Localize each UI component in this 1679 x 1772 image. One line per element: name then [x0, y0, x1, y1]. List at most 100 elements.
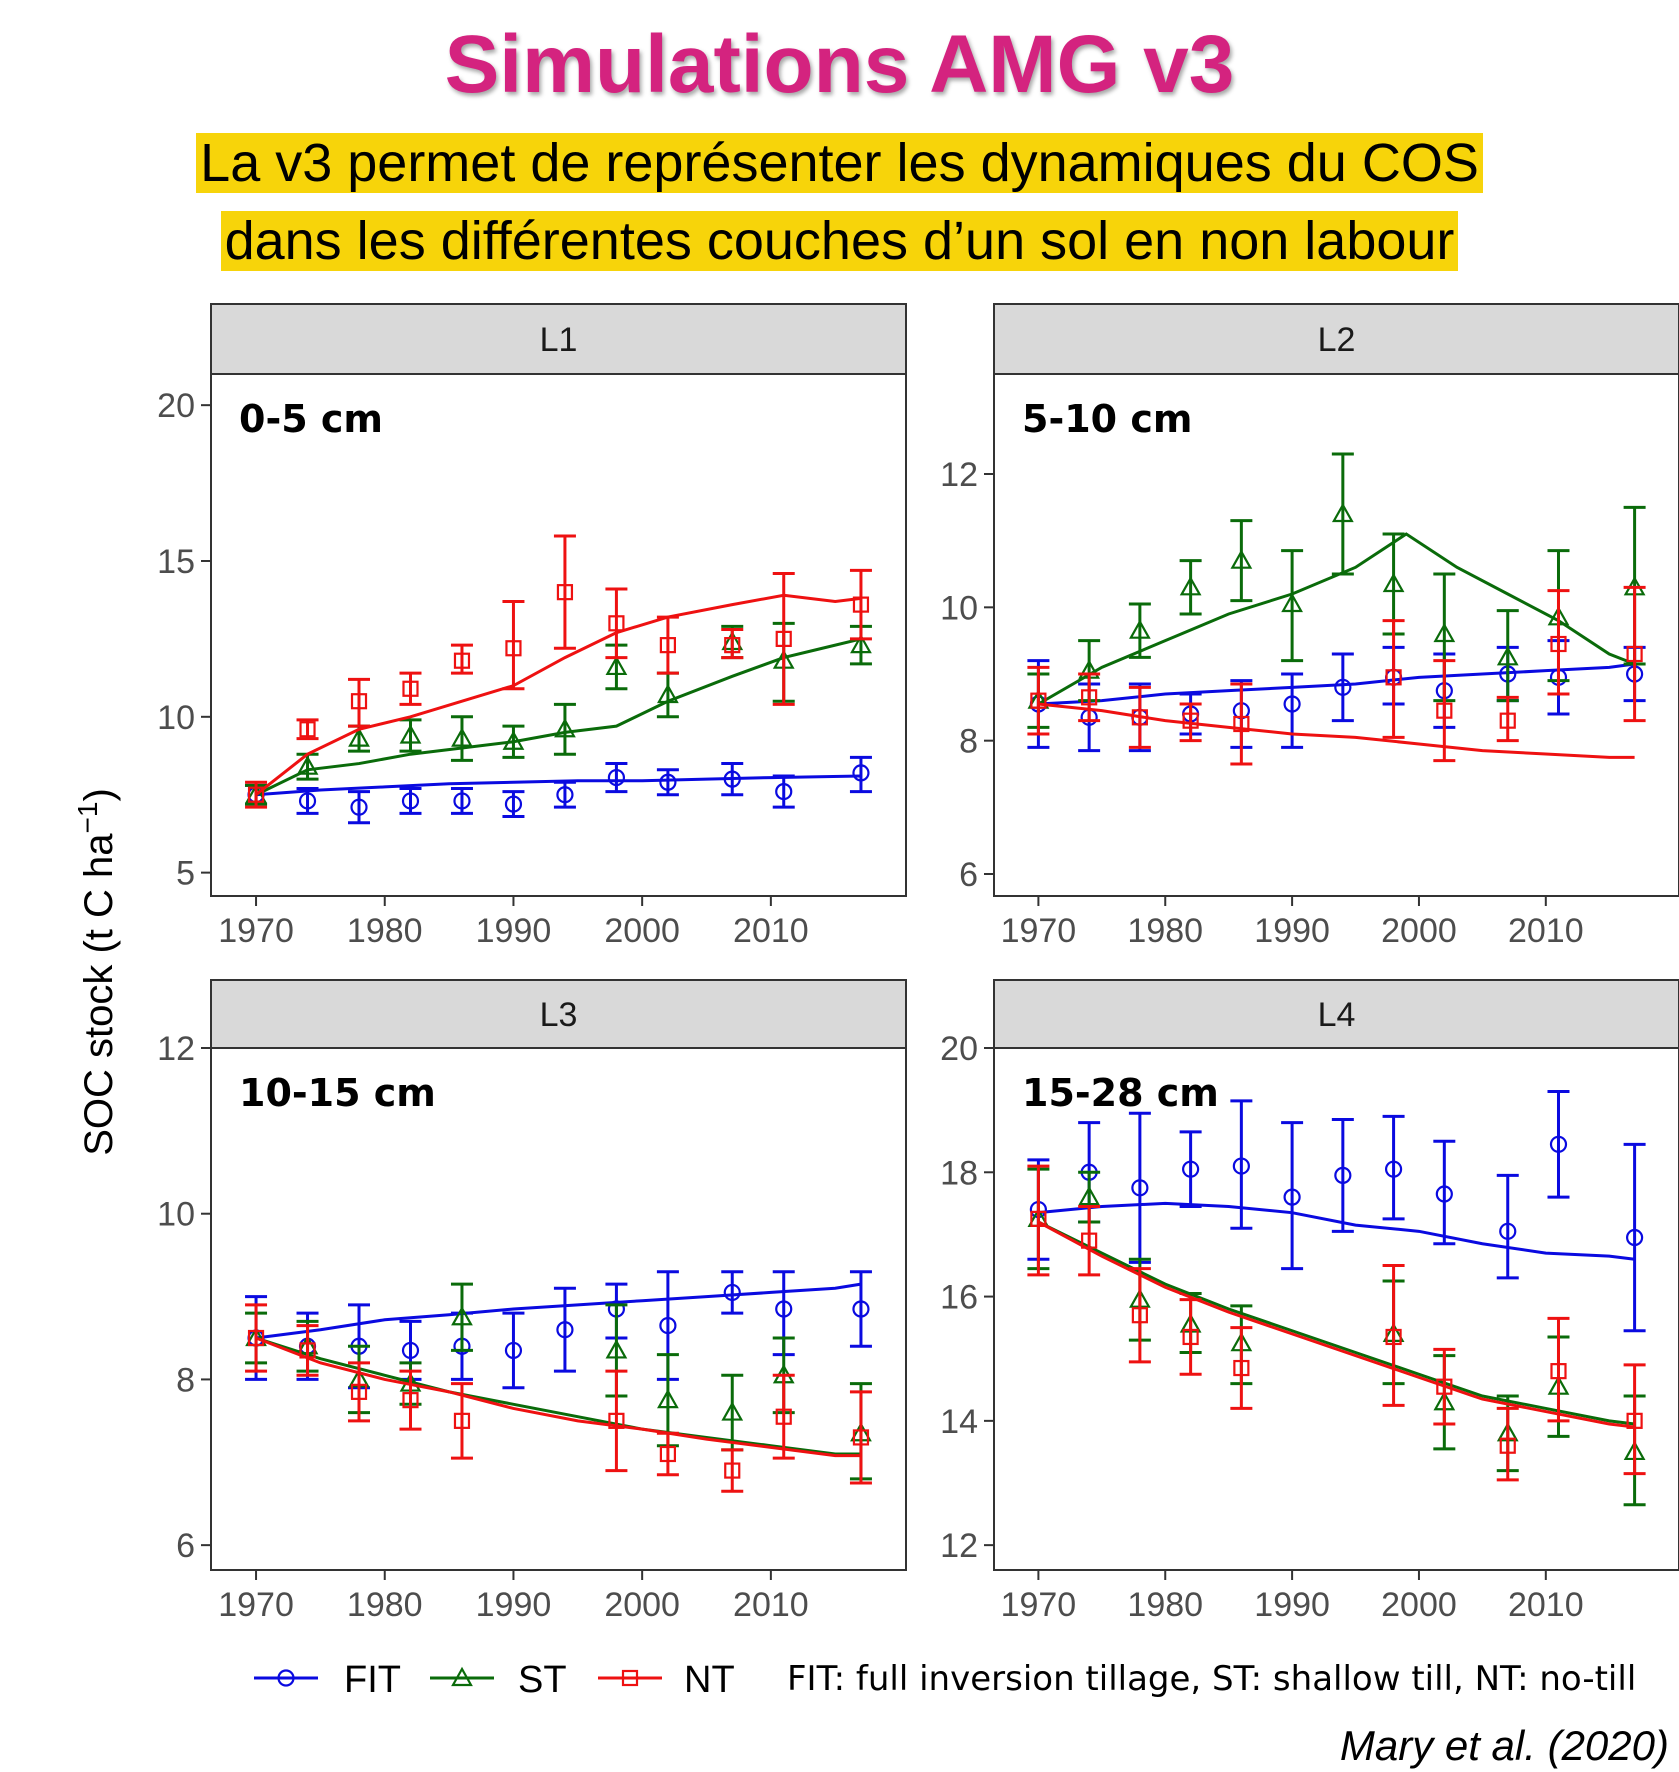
legend: FIT ST NT FIT: full inversion tillage, ST: … [254, 1659, 1636, 1701]
observed-point-FIT [659, 773, 677, 791]
x-tick-label: 2010 [1508, 1586, 1584, 1624]
observed-point-NT [1499, 1437, 1516, 1454]
observed-point-NT [724, 1462, 741, 1479]
plot-area [245, 534, 872, 825]
x-tick-label: 1970 [218, 1586, 294, 1624]
observed-point-ST [1433, 622, 1456, 643]
panel-L2: L2 6 8 10 12 1970 1980 1990 2000 2010 5-10 cm [940, 303, 1679, 950]
observed-point-FIT [1549, 1135, 1568, 1153]
y-tick-label: 8 [176, 1361, 195, 1399]
observed-point-ST [1230, 549, 1253, 569]
observed-point-FIT [775, 782, 793, 801]
legend-item-FIT: FIT [254, 1659, 401, 1701]
x-tick-label: 1990 [476, 1586, 552, 1624]
y-tick-label: 20 [940, 1030, 978, 1068]
x-tick-label: 1970 [1001, 1586, 1077, 1624]
x-tick-label: 2000 [604, 912, 680, 950]
observed-point-ST [502, 730, 525, 750]
observed-point-FIT [401, 1341, 420, 1360]
observed-point-NT [659, 637, 676, 654]
observed-point-NT [505, 640, 522, 657]
observed-point-FIT [504, 1341, 523, 1360]
observed-point-NT [659, 1445, 676, 1463]
facet-strip [993, 979, 1679, 1049]
plot-area [1027, 1090, 1646, 1507]
observed-point-ST [1078, 1185, 1101, 1206]
facet-strip-label: L4 [1318, 996, 1356, 1034]
observed-point-FIT [607, 768, 626, 787]
legend-label: FIT [344, 1659, 401, 1701]
observed-point-FIT [852, 764, 870, 782]
series-FIT [1027, 1090, 1646, 1333]
panel-L1: L1 5 10 15 20 1970 1980 1990 2000 2010 0-5 cm [157, 303, 907, 950]
x-tick-label: 1980 [347, 1586, 423, 1624]
legend-label: NT [684, 1659, 735, 1701]
observed-point-NT [1436, 1378, 1453, 1395]
simulated-line-NT [1037, 1220, 1635, 1429]
observed-point-FIT [556, 786, 574, 804]
observed-point-FIT [1232, 1157, 1250, 1175]
y-tick-label: 16 [940, 1279, 978, 1317]
observed-point-ST [657, 1388, 679, 1409]
observed-point-FIT [852, 1300, 870, 1318]
simulated-line-ST [1037, 532, 1636, 706]
observed-point-ST [554, 718, 576, 738]
x-tick-label: 2000 [604, 1586, 680, 1624]
legend-abbreviation-note: FIT: full inversion tillage, ST: shallow… [787, 1659, 1636, 1699]
facet-strip-label: L3 [540, 996, 578, 1034]
x-tick-label: 1980 [1127, 912, 1203, 950]
observed-point-ST [348, 727, 370, 747]
observed-point-ST [1496, 646, 1519, 666]
observed-point-FIT [1499, 1222, 1517, 1240]
series-NT [245, 534, 872, 809]
series-NT [1027, 585, 1646, 766]
series-NT [245, 1303, 872, 1493]
observed-point-NT [1385, 669, 1402, 686]
observed-point-NT [1550, 1363, 1567, 1380]
y-tick-label: 6 [176, 1527, 195, 1565]
plot-area [245, 1270, 872, 1493]
facet-strip [993, 303, 1679, 375]
observed-point-ST [1281, 592, 1303, 613]
depth-label: 5-10 cm [1022, 397, 1192, 441]
y-tick-label: 14 [940, 1403, 978, 1441]
plot-panel [993, 1047, 1679, 1571]
simulated-line-NT [255, 1336, 861, 1458]
y-tick-label: 6 [959, 856, 978, 894]
x-tick-label: 1990 [476, 912, 552, 950]
observed-point-FIT [723, 1283, 741, 1302]
x-tick-label: 2010 [1508, 912, 1584, 950]
legend-item-NT: NT [598, 1659, 735, 1701]
observed-point-ST [1331, 502, 1354, 523]
observed-point-NT [1131, 1307, 1148, 1324]
observed-point-ST [1382, 572, 1405, 593]
depth-label: 15-28 cm [1022, 1071, 1219, 1115]
observed-point-FIT [1283, 1188, 1301, 1206]
x-tick-label: 1990 [1254, 912, 1330, 950]
x-tick-label: 1970 [218, 912, 294, 950]
observed-point-FIT [775, 1300, 793, 1318]
observed-point-NT [1626, 645, 1643, 663]
y-axis-label-exponent: −1 [72, 802, 103, 834]
observed-point-NT [1030, 692, 1047, 709]
observed-point-ST [1128, 619, 1151, 639]
observed-point-NT [1550, 635, 1567, 653]
observed-point-NT [299, 1342, 316, 1359]
simulated-line-FIT [1038, 1201, 1635, 1261]
x-tick-label: 2010 [733, 912, 809, 950]
subtitle-line-1: La v3 permet de représenter les dynamiqu… [0, 132, 1679, 194]
y-tick-label: 5 [176, 855, 195, 893]
observed-point-ST [296, 755, 319, 775]
observed-point-ST [1179, 576, 1202, 596]
simulated-line-FIT [255, 1282, 862, 1340]
observed-point-NT [775, 1408, 792, 1425]
y-tick-label: 12 [940, 456, 978, 494]
observed-point-FIT [1384, 1160, 1403, 1178]
observed-point-NT [1436, 702, 1453, 719]
panel-L4: L4 12 14 16 18 20 1970 1980 1990 2000 2010 15-28 cm [940, 979, 1679, 1624]
subtitle-line-2: dans les différentes couches d’un sol en… [0, 210, 1679, 272]
observed-point-FIT [556, 1321, 574, 1339]
observed-point-ST [850, 633, 872, 654]
legend-key-marker [621, 1669, 639, 1687]
